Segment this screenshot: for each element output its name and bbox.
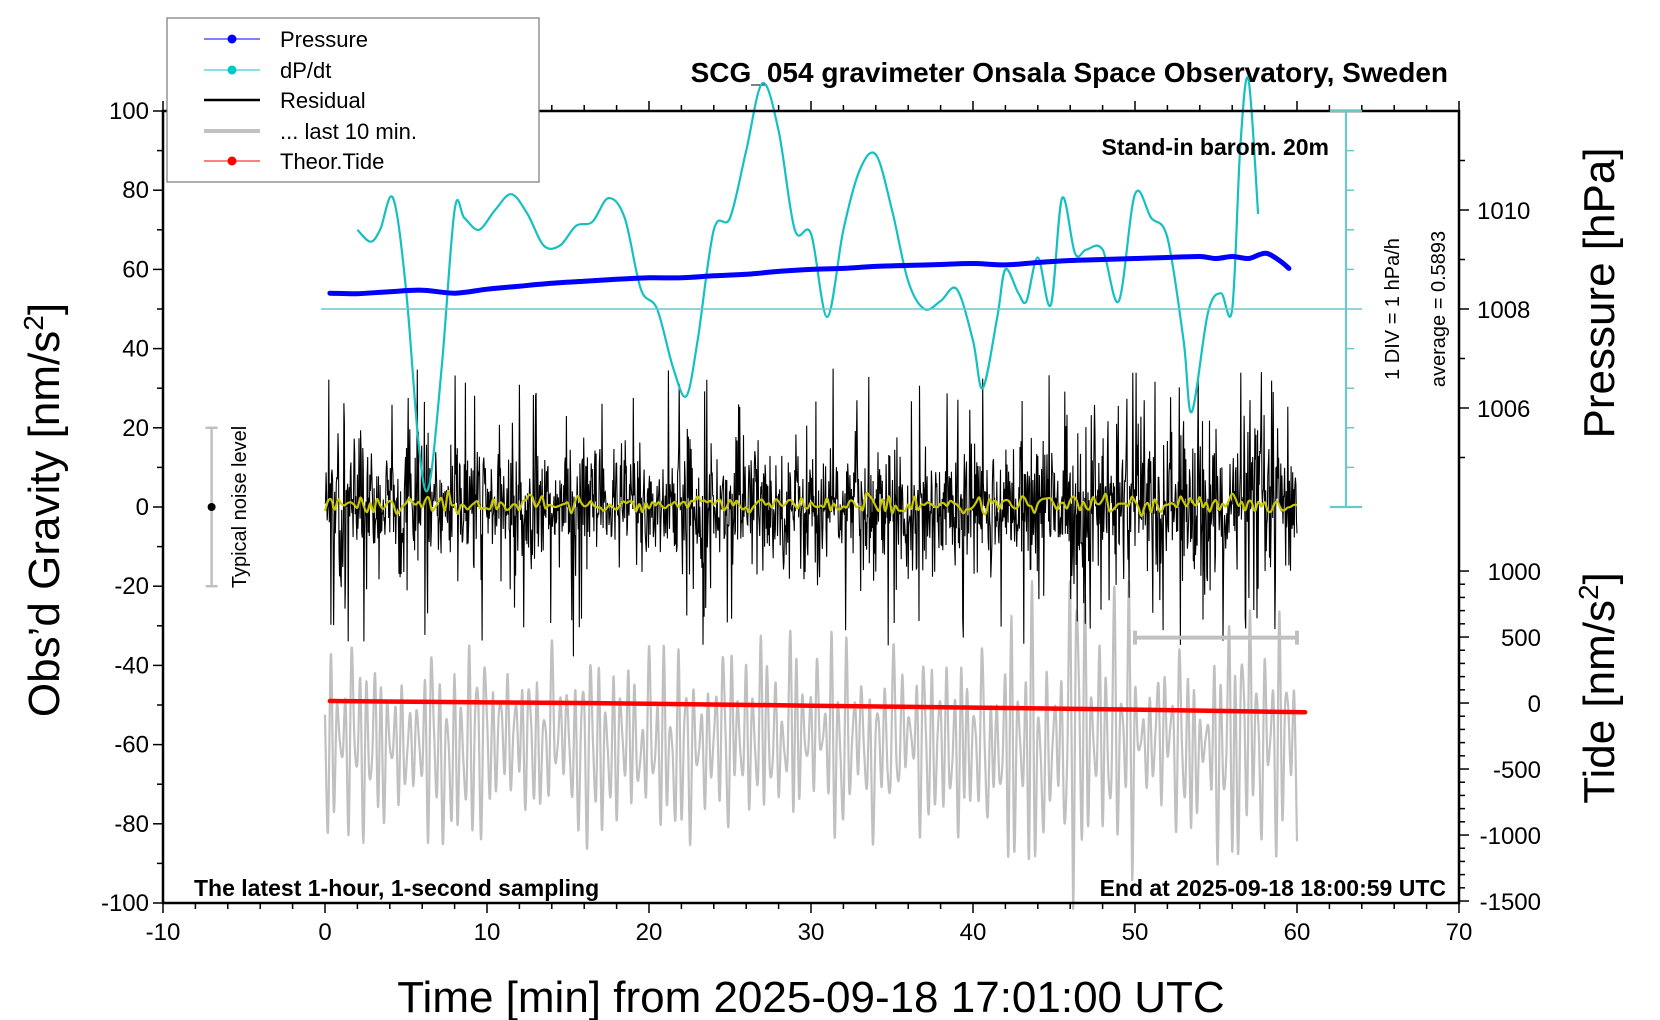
y-tick-label: 20: [122, 415, 149, 442]
theor-tide-series: [327, 698, 1308, 715]
legend-label: Residual: [280, 88, 366, 113]
legend-label: dP/dt: [280, 58, 331, 83]
y-tick-label: 0: [136, 494, 149, 521]
tide-axis-title-close: ]: [1575, 572, 1624, 584]
x-axis-title: Time [min] from 2025-09-18 17:01:00 UTC: [397, 973, 1224, 1020]
legend-item: ... last 10 min.: [204, 119, 417, 144]
legend-label: Theor.Tide: [280, 149, 384, 174]
pressure-tick-label: 1010: [1477, 198, 1530, 225]
y-axis-title-sup: 2: [18, 315, 49, 331]
legend-item: Residual: [204, 88, 366, 113]
pressure-line: [327, 250, 1292, 297]
barometer-note: Stand-in barom. 20m: [1102, 134, 1329, 160]
x-tick-label: 50: [1122, 919, 1149, 946]
sampling-note: The latest 1-hour, 1-second sampling: [194, 875, 599, 901]
legend-swatch-marker: [227, 65, 237, 75]
last-10-min-line: [323, 579, 1299, 910]
y-tick-label: 100: [109, 98, 149, 125]
tide-tick-label: 500: [1501, 625, 1541, 652]
y-tick-label: 80: [122, 177, 149, 204]
y-axis-title-close: ]: [20, 303, 69, 315]
tide-axis-title-sup: 2: [1573, 584, 1604, 600]
legend-item: dP/dt: [204, 58, 331, 83]
last-10-min-bracket: [1133, 630, 1299, 645]
y-axis-pressure: 1010 1008 1006: [1459, 159, 1530, 459]
noise-bar-center-dot: [207, 503, 216, 511]
dpdt-line: [356, 76, 1260, 493]
x-tick-label: -10: [146, 919, 181, 946]
chart-title: SCG_054 gravimeter Onsala Space Observat…: [691, 57, 1448, 88]
residual-smoothed-line: [323, 489, 1298, 518]
x-tick-label: 0: [318, 919, 331, 946]
x-tick-label: 60: [1284, 919, 1311, 946]
y-tick-label: -100: [101, 890, 149, 917]
legend: Pressure dP/dt Residual ... last 10 min. The…: [166, 17, 540, 183]
last-10-min-series: [323, 579, 1299, 910]
legend-label: ... last 10 min.: [280, 119, 417, 144]
y-tick-label: 40: [122, 336, 149, 363]
x-tick-label: 20: [636, 919, 663, 946]
x-tick-label: 40: [960, 919, 987, 946]
noise-level-label: Typical noise level: [229, 426, 251, 588]
residual-series: [324, 368, 1298, 657]
tide-tick-label: -500: [1493, 757, 1541, 784]
y-axis-title: Obs’d Gravity [nm/s2]: [18, 303, 69, 717]
theor-tide-line: [327, 698, 1308, 715]
x-tick-label: 30: [798, 919, 825, 946]
y-tick-label: -40: [114, 652, 149, 679]
average-note: average = 0.5893: [1428, 231, 1450, 387]
pressure-series: [327, 250, 1292, 297]
pressure-tick-label: 1006: [1477, 396, 1530, 423]
x-tick-label: 10: [474, 919, 501, 946]
dpdt-scale-axis: [321, 109, 1362, 509]
tide-tick-label: -1000: [1480, 823, 1541, 850]
tide-tick-label: 0: [1528, 691, 1541, 718]
x-tick-label: 70: [1446, 919, 1473, 946]
tide-tick-label: -1500: [1480, 889, 1541, 916]
y-tick-label: -20: [114, 573, 149, 600]
noise-level-bar: [205, 426, 218, 588]
legend-item: Pressure: [204, 27, 368, 52]
legend-swatch-marker: [227, 156, 237, 166]
dpdt-series: [356, 76, 1260, 493]
legend-item: Theor.Tide: [204, 149, 384, 174]
legend-label: Pressure: [280, 27, 368, 52]
y-tick-label: -60: [114, 732, 149, 759]
pressure-tick-label: 1008: [1477, 297, 1530, 324]
div-scale-note: 1 DIV = 1 hPa/h: [1382, 238, 1404, 380]
tide-tick-label: 1000: [1488, 559, 1541, 586]
y-tick-label: 60: [122, 256, 149, 283]
tide-axis-title-main: Tide [nm/s: [1575, 600, 1624, 804]
y-axis-tide: 1000 500 0 -500 -1000 -1500: [1459, 559, 1541, 916]
legend-swatch-marker: [227, 34, 237, 44]
residual-smoothed-series: [323, 489, 1298, 518]
y-tick-label: -80: [114, 811, 149, 838]
residual-line: [324, 368, 1298, 657]
y-axis-title-main: Obs’d Gravity [nm/s: [20, 331, 69, 717]
tide-axis-title: Tide [nm/s2]: [1573, 572, 1624, 804]
y-axis-gravity: 100 80 60 40 20 0 -20 -40 -60 -80 -100: [101, 98, 163, 917]
pressure-axis-title: Pressure [hPa]: [1575, 147, 1624, 438]
end-time-note: End at 2025-09-18 18:00:59 UTC: [1100, 875, 1446, 901]
